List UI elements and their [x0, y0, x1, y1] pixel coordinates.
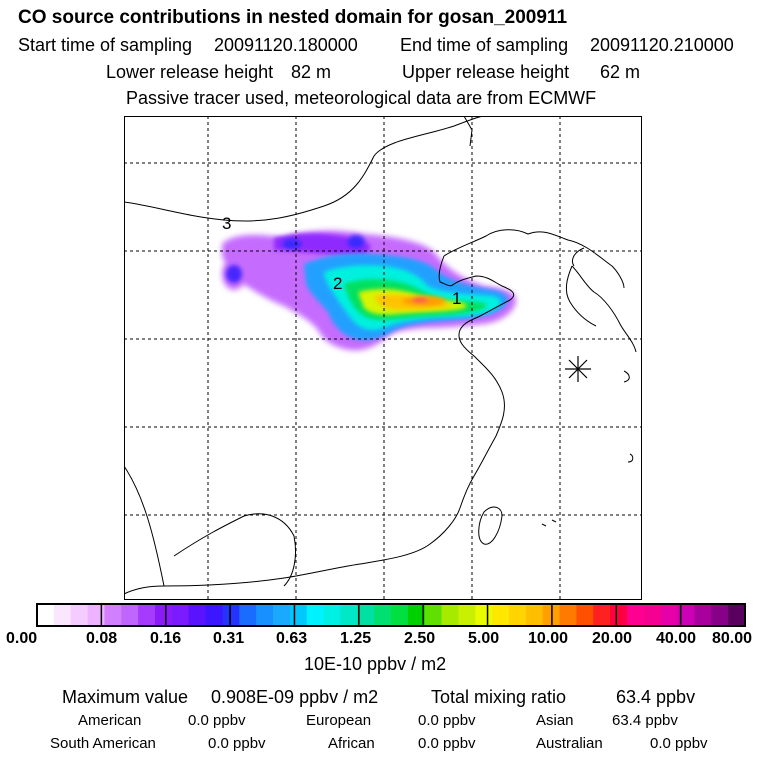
colorbar-cell: [610, 604, 628, 626]
colorbar-cell: [306, 604, 324, 626]
region-value-south-american: 0.0 ppbv: [208, 735, 266, 752]
colorbar-unit: 10E-10 ppbv / m2: [304, 654, 447, 674]
region-name-australian: Australian: [536, 735, 603, 752]
colorbar-cell: [509, 604, 527, 626]
colorbar-cell: [340, 604, 358, 626]
colorbar-cell: [627, 604, 645, 626]
colorbar-cell: [694, 604, 712, 626]
region-value-asian: 63.4 ppbv: [612, 712, 678, 729]
colorbar-cell: [407, 604, 426, 626]
region-name-american: American: [78, 712, 142, 729]
tick-label: 2.50: [404, 630, 436, 647]
region-value-australian: 0.0 ppbv: [650, 735, 708, 752]
tracer-note: Passive tracer used, meteorological data…: [126, 88, 597, 108]
colorbar-tick-marks: [100, 604, 682, 626]
colorbar-cell: [357, 604, 375, 626]
region-name-asian: Asian: [536, 712, 574, 729]
end-time-value: 20091120.210000: [590, 35, 734, 55]
colorbar-cell: [728, 604, 746, 626]
colorbar-cell: [289, 604, 308, 626]
map-panel: 3 2 1: [124, 116, 642, 600]
tick-label: 0.63: [276, 630, 308, 647]
upper-release-value: 62 m: [600, 62, 641, 82]
colorbar-cell: [525, 604, 544, 626]
tick-label: 0.08: [86, 630, 118, 647]
colorbar-cell: [391, 604, 409, 626]
lower-release-label: Lower release height: [106, 62, 274, 82]
source-label-1: 1: [452, 289, 461, 308]
colorbar-cell: [643, 604, 662, 626]
source-label-3: 3: [222, 214, 231, 233]
colorbar-cell: [171, 604, 190, 626]
colorbar-cell: [711, 604, 729, 626]
max-value-label: Maximum value: [62, 687, 189, 707]
source-label-2: 2: [333, 274, 342, 293]
colorbar-cell: [559, 604, 577, 626]
max-value: 0.908E-09 ppbv / m2: [211, 687, 379, 707]
colorbar-cell: [70, 604, 88, 626]
colorbar-cell: [256, 604, 274, 626]
tick-label: 0.16: [150, 630, 182, 647]
lat-lon-grid: [124, 116, 642, 600]
colorbar-cell: [239, 604, 257, 626]
start-time-label: Start time of sampling: [18, 35, 193, 55]
colorbar-cell: [273, 604, 291, 626]
tick-label: 0.00: [6, 630, 38, 647]
colorbar-cell: [492, 604, 510, 626]
colorbar-cell: [138, 604, 156, 626]
colorbar-cell: [37, 604, 55, 626]
colorbar-cell: [222, 604, 240, 626]
colorbar-cell: [53, 604, 72, 626]
tick-label: 40.00: [656, 630, 697, 647]
region-name-south-american: South American: [50, 735, 156, 752]
asterisk-icon: [565, 356, 591, 382]
colorbar-cell: [660, 604, 678, 626]
tick-label: 20.00: [592, 630, 633, 647]
region-value-european: 0.0 ppbv: [418, 712, 476, 729]
coastlines: [124, 116, 637, 595]
colorbar-cell: [576, 604, 594, 626]
tick-label: 0.31: [213, 630, 245, 647]
colorbar-cell: [677, 604, 695, 626]
colorbar-cell: [323, 604, 341, 626]
region-value-african: 0.0 ppbv: [418, 735, 476, 752]
upper-release-label: Upper release height: [402, 62, 570, 82]
colorbar-cell: [205, 604, 223, 626]
map-frame: [124, 116, 642, 600]
colorbar-cell: [188, 604, 206, 626]
tick-label: 5.00: [468, 630, 500, 647]
region-value-american: 0.0 ppbv: [188, 712, 246, 729]
colorbar-cell: [441, 604, 459, 626]
lower-release-value: 82 m: [291, 62, 332, 82]
plot-title: CO source contributions in nested domain…: [18, 7, 568, 28]
colorbar: [36, 603, 746, 627]
colorbar-cell: [155, 604, 173, 626]
start-time-value: 20091120.180000: [214, 35, 358, 55]
colorbar-frame: [36, 603, 746, 627]
tick-label: 1.25: [340, 630, 372, 647]
colorbar-cell: [458, 604, 476, 626]
colorbar-cell: [121, 604, 139, 626]
end-time-label: End time of sampling: [400, 35, 569, 55]
colorbar-cell: [593, 604, 611, 626]
colorbar-cell: [374, 604, 392, 626]
region-name-african: African: [328, 735, 375, 752]
tick-label: 10.00: [528, 630, 569, 647]
region-name-european: European: [306, 712, 372, 729]
total-mixing-label: Total mixing ratio: [431, 687, 567, 707]
total-mixing-value: 63.4 ppbv: [616, 687, 696, 707]
colorbar-cell: [424, 604, 442, 626]
colorbar-cell: [87, 604, 105, 626]
tick-label: 80.00: [712, 630, 753, 647]
colorbar-cells: [37, 604, 746, 626]
colorbar-cell: [104, 604, 122, 626]
colorbar-cell: [475, 604, 493, 626]
